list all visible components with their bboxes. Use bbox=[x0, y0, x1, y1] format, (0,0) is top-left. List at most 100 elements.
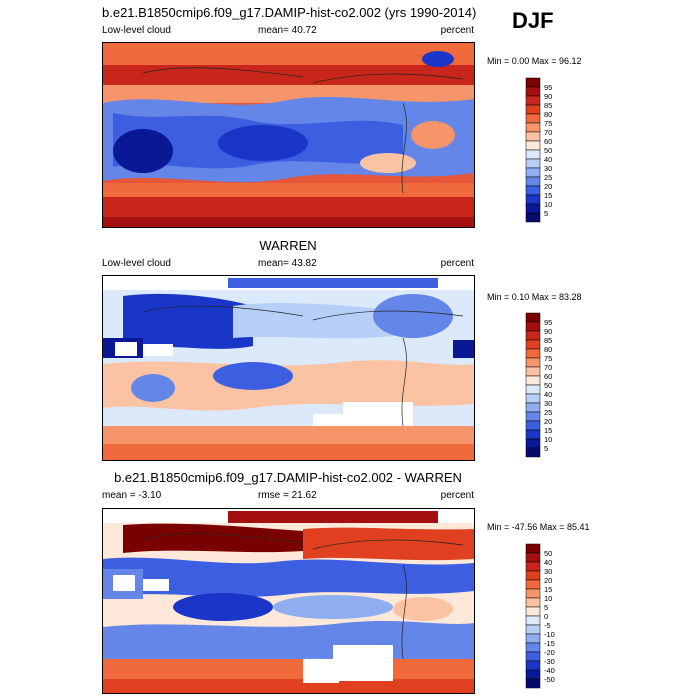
colorbar-tick-label: 30 bbox=[544, 164, 552, 173]
colorbar-swatch bbox=[525, 167, 541, 178]
colorbar-tick-label: 20 bbox=[544, 417, 552, 426]
colorbar-swatch bbox=[525, 95, 541, 106]
colorbar-swatch bbox=[525, 393, 541, 404]
colorbar-swatch bbox=[525, 375, 541, 386]
colorbar-tick-label: 40 bbox=[544, 558, 552, 567]
panel-1-units-label: percent bbox=[440, 25, 474, 36]
panel-3-minmax: Min = -47.56 Max = 85.41 bbox=[487, 522, 590, 532]
colorbar-tick-label: 10 bbox=[544, 435, 552, 444]
colorbar-swatch bbox=[525, 552, 541, 563]
panel-3-mean-label: mean = -3.10 bbox=[102, 490, 162, 501]
colorbar-tick-label: 70 bbox=[544, 363, 552, 372]
colorbar-tick-label: 70 bbox=[544, 128, 552, 137]
colorbar-swatch bbox=[525, 104, 541, 115]
colorbar-swatch bbox=[525, 194, 541, 205]
panel-3-map bbox=[102, 508, 475, 694]
colorbar-swatch bbox=[525, 122, 541, 133]
colorbar-swatch bbox=[525, 203, 541, 214]
colorbar-swatch bbox=[525, 212, 541, 223]
colorbar-swatch bbox=[525, 131, 541, 142]
colorbar-tick-label: 20 bbox=[544, 576, 552, 585]
panel-1-mean-label: mean= 40.72 bbox=[258, 25, 317, 36]
colorbar-tick-label: 60 bbox=[544, 137, 552, 146]
colorbar-tick-label: 50 bbox=[544, 381, 552, 390]
colorbar-tick-label: 10 bbox=[544, 594, 552, 603]
colorbar-swatch bbox=[525, 615, 541, 626]
colorbar-swatch bbox=[525, 321, 541, 332]
colorbar-swatch bbox=[525, 113, 541, 124]
colorbar-swatch bbox=[525, 339, 541, 350]
colorbar-tick-label: 85 bbox=[544, 101, 552, 110]
panel-2-title: WARREN bbox=[259, 238, 317, 253]
panel-1-title: b.e21.B1850cmip6.f09_g17.DAMIP-hist-co2.… bbox=[102, 5, 477, 20]
colorbar-tick-label: 40 bbox=[544, 155, 552, 164]
colorbar-swatch bbox=[525, 411, 541, 422]
colorbar-tick-label: -30 bbox=[544, 657, 555, 666]
colorbar-tick-label: -5 bbox=[544, 621, 551, 630]
colorbar-tick-label: 75 bbox=[544, 119, 552, 128]
colorbar-tick-label: 75 bbox=[544, 354, 552, 363]
colorbar-tick-label: 80 bbox=[544, 110, 552, 119]
colorbar-swatch bbox=[525, 176, 541, 187]
colorbar-swatch bbox=[525, 77, 541, 88]
colorbar-tick-label: 15 bbox=[544, 426, 552, 435]
colorbar-swatch bbox=[525, 140, 541, 151]
colorbar-swatch bbox=[525, 543, 541, 554]
colorbar-swatch bbox=[525, 642, 541, 653]
season-label: DJF bbox=[512, 8, 554, 33]
colorbar-tick-label: 40 bbox=[544, 390, 552, 399]
colorbar-tick-label: -40 bbox=[544, 666, 555, 675]
colorbar-tick-label: 95 bbox=[544, 83, 552, 92]
colorbar-swatch bbox=[525, 669, 541, 680]
colorbar-swatch bbox=[525, 561, 541, 572]
colorbar-swatch bbox=[525, 588, 541, 599]
colorbar-swatch bbox=[525, 348, 541, 359]
colorbar-swatch bbox=[525, 447, 541, 458]
colorbar-tick-label: 15 bbox=[544, 191, 552, 200]
panel-1-map bbox=[102, 42, 475, 228]
colorbar-swatch bbox=[525, 597, 541, 608]
colorbar-swatch bbox=[525, 185, 541, 196]
colorbar-tick-label: 25 bbox=[544, 173, 552, 182]
colorbar-swatch bbox=[525, 633, 541, 644]
colorbar-swatch bbox=[525, 624, 541, 635]
colorbar-tick-label: 85 bbox=[544, 336, 552, 345]
colorbar-swatch bbox=[525, 429, 541, 440]
colorbar-tick-label: 15 bbox=[544, 585, 552, 594]
panel-3-title: b.e21.B1850cmip6.f09_g17.DAMIP-hist-co2.… bbox=[114, 470, 462, 485]
colorbar-swatch bbox=[525, 86, 541, 97]
colorbar-swatch bbox=[525, 678, 541, 689]
colorbar-tick-label: 50 bbox=[544, 549, 552, 558]
colorbar-tick-label: 20 bbox=[544, 182, 552, 191]
colorbar-swatch bbox=[525, 402, 541, 413]
panel-2-minmax: Min = 0.10 Max = 83.28 bbox=[487, 292, 582, 302]
panel-1-variable-label: Low-level cloud bbox=[102, 25, 171, 36]
colorbar-tick-label: 25 bbox=[544, 408, 552, 417]
colorbar-tick-label: 5 bbox=[544, 444, 548, 453]
panel-2-variable-label: Low-level cloud bbox=[102, 258, 171, 269]
colorbar-tick-label: 0 bbox=[544, 612, 548, 621]
panel-3-rmse-label: rmse = 21.62 bbox=[258, 490, 317, 501]
colorbar-tick-label: 95 bbox=[544, 318, 552, 327]
colorbar-tick-label: -15 bbox=[544, 639, 555, 648]
colorbar-tick-label: 5 bbox=[544, 603, 548, 612]
panel-3-units-label: percent bbox=[440, 490, 474, 501]
colorbar-swatch bbox=[525, 158, 541, 169]
colorbar-swatch bbox=[525, 606, 541, 617]
panel-2-mean-label: mean= 43.82 bbox=[258, 258, 317, 269]
colorbar-swatch bbox=[525, 366, 541, 377]
panel-2-map-field bbox=[103, 276, 474, 460]
panel-1-map-field bbox=[103, 43, 474, 227]
colorbar-tick-label: 90 bbox=[544, 92, 552, 101]
colorbar-swatch bbox=[525, 660, 541, 671]
colorbar-swatch bbox=[525, 330, 541, 341]
colorbar-tick-label: -50 bbox=[544, 675, 555, 684]
colorbar-tick-label: 80 bbox=[544, 345, 552, 354]
colorbar-swatch bbox=[525, 420, 541, 431]
colorbar-tick-label: -10 bbox=[544, 630, 555, 639]
panel-2-map bbox=[102, 275, 475, 461]
panel-1-minmax: Min = 0.00 Max = 96.12 bbox=[487, 56, 582, 66]
colorbar-swatch bbox=[525, 312, 541, 323]
